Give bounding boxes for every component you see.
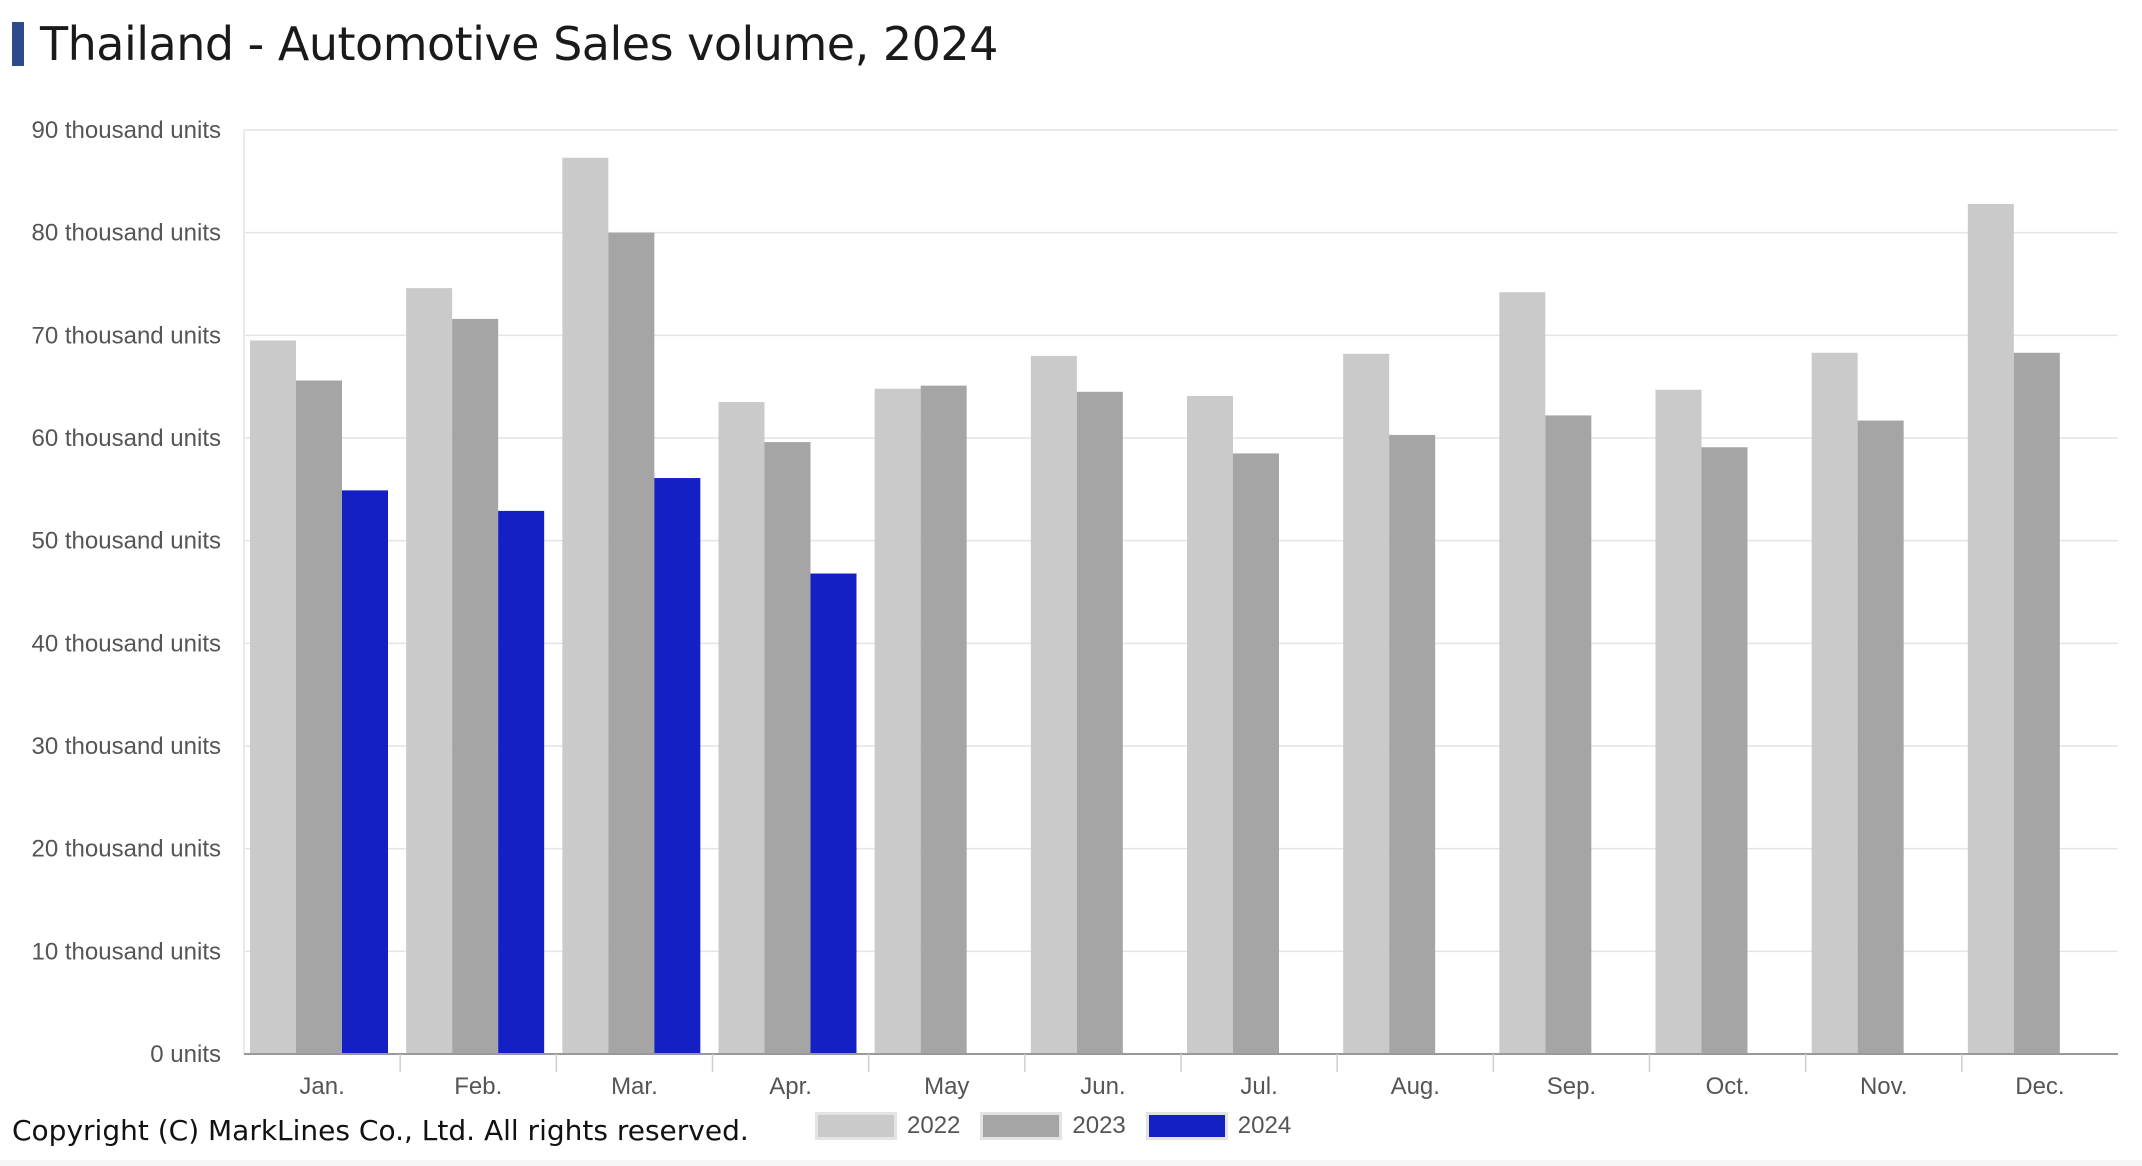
- bar-2023-nov: [1857, 420, 1904, 1055]
- bar-2022-may: [874, 388, 921, 1055]
- bar-2022-feb: [406, 288, 453, 1054]
- footer-strip: [0, 1160, 2142, 1166]
- bar-2022-oct: [1655, 389, 1702, 1054]
- bar-2023-aug: [1389, 434, 1436, 1054]
- bar-2023-may: [920, 385, 967, 1054]
- grid-layer: [244, 129, 2118, 953]
- x-tick-label: Oct.: [1706, 1073, 1750, 1100]
- bar-2024-feb: [498, 510, 545, 1055]
- bar-2023-apr: [764, 442, 811, 1054]
- y-tick-label: 70 thousand units: [32, 322, 221, 349]
- bar-2023-jun: [1076, 391, 1123, 1054]
- legend-item-2023[interactable]: 2023: [980, 1112, 1126, 1140]
- bar-2022-dec: [1967, 203, 2014, 1055]
- title-accent-bar: [12, 22, 24, 66]
- bar-2024-jan: [342, 490, 388, 1054]
- bars-layer: [250, 157, 2060, 1055]
- legend-label-2023: 2023: [1072, 1112, 1126, 1139]
- bar-2023-jan: [296, 380, 342, 1054]
- bar-2023-dec: [2013, 352, 2060, 1055]
- bar-2023-oct: [1701, 447, 1748, 1054]
- legend-swatch-2024: [1145, 1112, 1228, 1140]
- bar-2022-sep: [1499, 292, 1546, 1054]
- y-tick-label: 80 thousand units: [32, 220, 221, 247]
- bar-2022-jun: [1030, 355, 1077, 1054]
- bar-2022-apr: [718, 402, 765, 1055]
- y-tick-label: 50 thousand units: [32, 528, 221, 555]
- legend-item-2022[interactable]: 2022: [815, 1112, 960, 1140]
- bar-2022-nov: [1811, 352, 1858, 1055]
- bar-2024-apr: [810, 573, 857, 1054]
- x-tick-label: Aug.: [1391, 1073, 1440, 1100]
- y-tick-label: 20 thousand units: [32, 836, 221, 863]
- x-tick-label: Sep.: [1547, 1073, 1596, 1100]
- x-tick-label: Jun.: [1080, 1073, 1125, 1100]
- legend-label-2022: 2022: [907, 1112, 961, 1139]
- bar-2022-aug: [1343, 353, 1390, 1054]
- title-block: Thailand - Automotive Sales volume, 2024: [12, 14, 998, 74]
- x-tick-label: May: [924, 1073, 969, 1100]
- bar-chart: 0 units 10 thousand units 20 thousand unit…: [32, 117, 2118, 1100]
- bar-2022-jul: [1187, 395, 1233, 1054]
- y-tick-label: 30 thousand units: [32, 733, 221, 760]
- x-axis-ticks: Jan. Feb. Mar. Apr. May Jun. Jul. Aug. Sep. Oct. N…: [299, 1054, 2065, 1100]
- legend-label-2024: 2024: [1237, 1112, 1292, 1139]
- bar-2024-mar: [654, 478, 701, 1054]
- bar-2023-sep: [1545, 415, 1592, 1054]
- y-tick-label: 60 thousand units: [32, 425, 221, 452]
- x-tick-label: Jan.: [299, 1073, 344, 1100]
- bar-2023-jul: [1233, 453, 1279, 1054]
- x-tick-label: Mar.: [611, 1073, 658, 1100]
- x-tick-label: Dec.: [2015, 1073, 2064, 1100]
- chart-legend: 2022 2023 2024: [815, 1112, 1311, 1140]
- bar-2023-mar: [608, 232, 655, 1054]
- y-tick-label: 10 thousand units: [32, 938, 221, 965]
- bar-2022-jan: [250, 340, 296, 1054]
- legend-item-2024[interactable]: 2024: [1145, 1112, 1292, 1140]
- chart-title: Thailand - Automotive Sales volume, 2024: [40, 17, 998, 71]
- x-tick-label: Apr.: [769, 1073, 812, 1100]
- x-tick-label: Nov.: [1860, 1073, 1908, 1100]
- x-tick-label: Jul.: [1240, 1073, 1277, 1100]
- y-tick-label: 40 thousand units: [32, 630, 221, 657]
- x-tick-label: Feb.: [454, 1073, 502, 1100]
- y-axis-ticks: 0 units 10 thousand units 20 thousand unit…: [32, 117, 221, 1068]
- bar-2023-feb: [452, 318, 499, 1054]
- y-tick-label: 90 thousand units: [32, 117, 221, 144]
- legend-swatch-2022: [815, 1112, 897, 1140]
- y-tick-label: 0 units: [150, 1041, 221, 1068]
- legend-swatch-2023: [980, 1112, 1063, 1140]
- copyright-text: Copyright (C) MarkLines Co., Ltd. All ri…: [12, 1114, 749, 1147]
- bar-2022-mar: [562, 157, 609, 1055]
